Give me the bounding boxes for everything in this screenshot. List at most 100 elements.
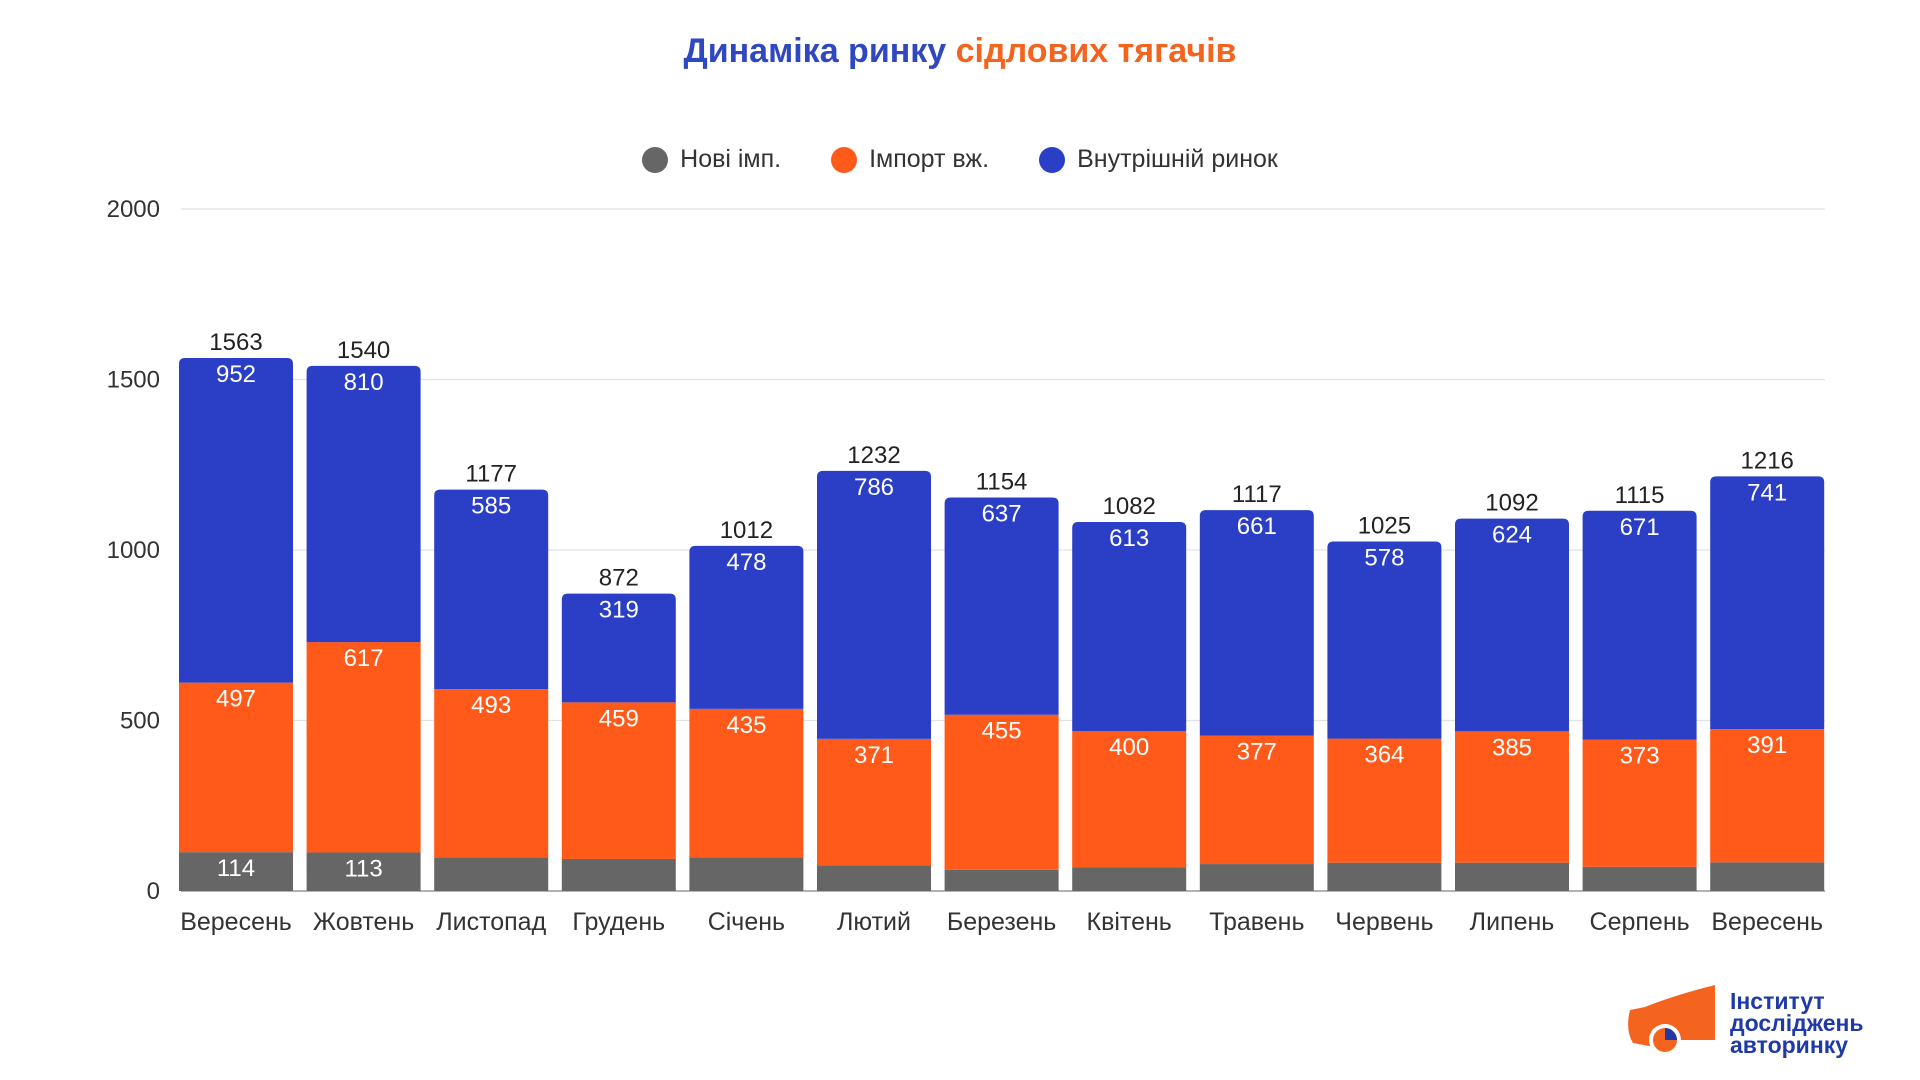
logo-car-icon (1628, 985, 1715, 1056)
bar-segment-new (1455, 862, 1569, 891)
legend-label: Імпорт вж. (869, 145, 990, 173)
data-label: 497 (216, 686, 256, 713)
data-label: 585 (471, 493, 511, 520)
data-label: 578 (1364, 544, 1404, 571)
bar-segment-import (1455, 731, 1569, 863)
total-label: 1540 (337, 337, 390, 364)
x-tick-label: Листопад (436, 908, 546, 936)
logo: Інститут досліджень авторинку (1625, 985, 1864, 1060)
data-label: 637 (982, 500, 1022, 527)
bar-segment-domestic (179, 358, 293, 683)
bar-segment-domestic (434, 489, 549, 690)
bar-segment-new (689, 857, 804, 891)
data-label: 810 (344, 369, 384, 396)
bar-segment-import (1072, 731, 1187, 868)
data-label: 613 (1109, 525, 1149, 552)
bar-segment-new (1072, 867, 1187, 891)
legend-dot-icon (1039, 146, 1066, 173)
bar-segment-domestic (817, 470, 931, 739)
total-label: 1117 (1232, 481, 1282, 508)
total-label: 1177 (465, 461, 517, 488)
y-tick-label: 1500 (107, 367, 160, 394)
x-tick-label: Липень (1470, 908, 1555, 936)
x-tick-label: Квітень (1087, 908, 1172, 936)
bar-segment-new (1327, 862, 1442, 891)
bar-segment-new (1582, 866, 1697, 891)
data-label: 364 (1364, 742, 1404, 769)
bar-segment-domestic (944, 497, 1059, 715)
data-label: 478 (726, 549, 766, 576)
total-label: 1082 (1103, 493, 1156, 520)
logo-line-1: Інститут (1730, 987, 1825, 1014)
data-label: 741 (1747, 479, 1787, 506)
total-label: 872 (599, 565, 639, 592)
bar-segment-import (434, 689, 549, 858)
y-tick-label: 0 (147, 878, 160, 905)
legend-label: Внутрішній ринок (1077, 145, 1278, 173)
data-label: 377 (1237, 739, 1277, 766)
bar-segment-import (817, 738, 931, 866)
data-label: 385 (1492, 734, 1532, 761)
bar-segment-domestic (1327, 541, 1442, 739)
total-label: 1232 (847, 442, 900, 469)
bar-segment-new (944, 869, 1059, 891)
bar-segment-new (1199, 864, 1314, 891)
data-label: 435 (726, 712, 766, 739)
legend-item-new[interactable]: Нові імп. (642, 145, 781, 174)
data-label: 459 (599, 705, 639, 732)
y-tick-label: 2000 (107, 196, 160, 223)
bar-segment-domestic (1199, 510, 1314, 736)
y-tick-label: 500 (120, 708, 160, 735)
x-tick-label: Червень (1335, 908, 1433, 936)
x-tick-label: Лютий (837, 908, 911, 936)
bar-segment-import (1327, 738, 1442, 863)
data-label: 661 (1237, 513, 1277, 540)
data-label: 373 (1620, 743, 1660, 770)
bar-segment-domestic (689, 545, 804, 709)
legend-dot-icon (642, 146, 669, 173)
data-label: 617 (344, 645, 384, 672)
data-label: 786 (854, 474, 894, 501)
legend-label: Нові імп. (680, 145, 782, 173)
data-label: 114 (217, 855, 255, 882)
bar-segment-import (689, 708, 804, 858)
total-label: 1216 (1741, 447, 1794, 474)
y-tick-label: 1000 (107, 537, 160, 564)
x-tick-label: Грудень (572, 908, 665, 936)
legend-item-domestic[interactable]: Внутрішній ринок (1039, 145, 1278, 174)
bar-segment-domestic (306, 365, 421, 643)
bar-segment-import (1710, 729, 1825, 863)
bar-segment-domestic (1072, 522, 1187, 732)
title-part-2: сідлових тягачів (955, 32, 1237, 70)
total-label: 1563 (209, 329, 262, 356)
bar-segment-new (179, 852, 293, 891)
data-label: 455 (982, 718, 1022, 745)
x-tick-label: Серпень (1590, 908, 1690, 936)
x-tick-label: Жовтень (313, 908, 414, 936)
chart-title: Динаміка ринку сідлових тягачів (0, 32, 1920, 71)
x-tick-label: Вересень (1711, 908, 1823, 936)
data-label: 113 (344, 855, 382, 882)
x-tick-label: Травень (1209, 908, 1304, 936)
bar-segment-import (179, 682, 293, 853)
bar-segment-import (561, 702, 676, 859)
bar-segment-domestic (1710, 476, 1825, 730)
total-label: 1092 (1485, 490, 1538, 517)
data-label: 624 (1492, 522, 1532, 549)
total-label: 1154 (976, 468, 1028, 495)
bar-segment-new (306, 852, 421, 891)
bar-segment-new (817, 865, 931, 891)
bar-segment-import (1582, 739, 1697, 867)
x-tick-label: Березень (947, 908, 1057, 936)
data-label: 671 (1620, 514, 1660, 541)
bar-segment-domestic (1455, 518, 1569, 732)
bar-segment-import (944, 714, 1059, 870)
bar-segment-domestic (561, 593, 676, 703)
bar-segment-import (306, 642, 421, 853)
bar-segment-new (1710, 862, 1825, 891)
legend-item-import[interactable]: Імпорт вж. (831, 145, 989, 174)
data-label: 391 (1747, 732, 1787, 759)
data-label: 493 (471, 692, 511, 719)
data-label: 319 (599, 597, 639, 624)
bar-segment-domestic (1582, 510, 1697, 740)
